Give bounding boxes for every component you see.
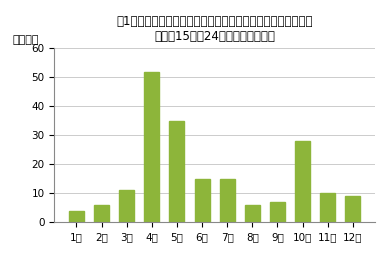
Bar [220,179,235,222]
Text: （件数）: （件数） [12,35,39,45]
Bar [320,193,335,222]
Bar [69,211,84,222]
Title: 図1植物性自然毒（キノコを除く）による食中毒発生月別件数
（平成15年～24年累計）（全国）: 図1植物性自然毒（キノコを除く）による食中毒発生月別件数 （平成15年～24年累… [116,15,313,43]
Bar [144,71,160,222]
Bar [345,196,360,222]
Bar [94,205,109,222]
Bar [169,121,184,222]
Bar [119,190,134,222]
Bar [295,141,310,222]
Bar [195,179,209,222]
Bar [245,205,260,222]
Bar [270,202,285,222]
